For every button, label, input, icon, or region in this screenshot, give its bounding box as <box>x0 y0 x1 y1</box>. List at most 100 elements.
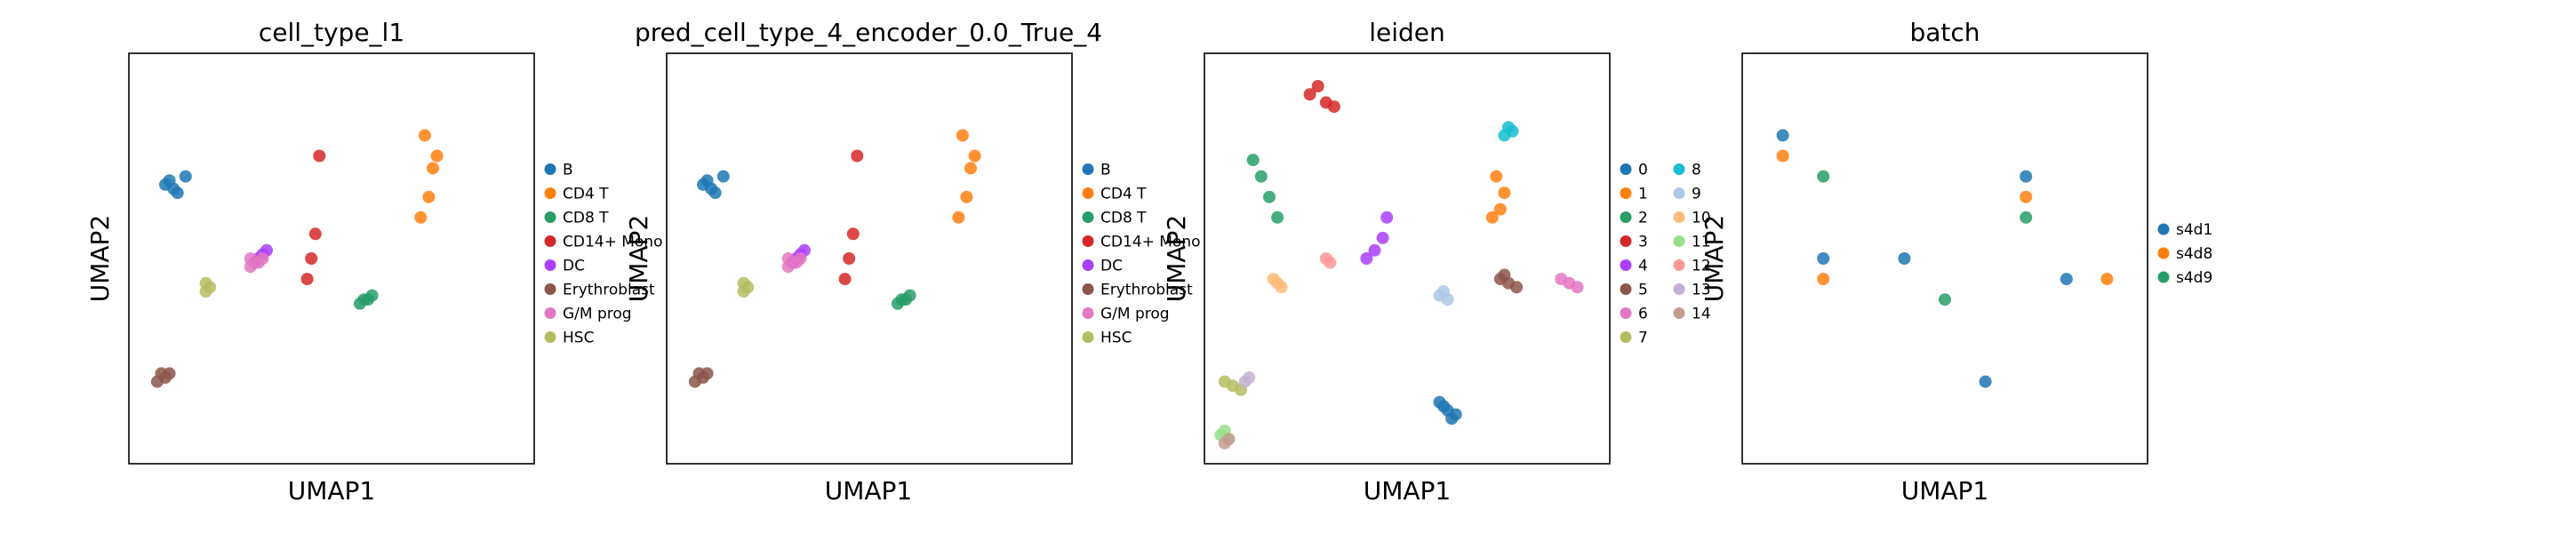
scatter-point-s4d9 <box>1817 170 1830 183</box>
legend-marker <box>1673 211 1685 223</box>
legend: s4d1 s4d8 s4d9 <box>2157 221 2212 287</box>
scatter-point-2 <box>1271 211 1284 224</box>
legend-label: CD4 T <box>563 186 609 203</box>
scatter-point-cd8-t <box>900 293 912 306</box>
legend-marker <box>1673 259 1685 271</box>
plot-frame <box>1741 52 2148 465</box>
legend-marker <box>1673 283 1685 295</box>
scatter-point-1 <box>1498 187 1511 200</box>
scatter-point-4 <box>1376 231 1389 244</box>
legend-marker <box>1082 187 1094 199</box>
scatter-point-cd4-t <box>968 149 981 163</box>
legend-label: B <box>563 162 573 179</box>
legend-marker <box>1082 235 1094 247</box>
scatter-point-cd14-mono <box>843 252 856 265</box>
legend-marker <box>544 307 556 319</box>
scatter-point-s4d1 <box>1979 375 1992 388</box>
panel-title: batch <box>1909 18 1980 47</box>
legend-label: G/M prog <box>563 306 632 323</box>
legend-marker <box>1620 259 1632 271</box>
scatter-point-hsc <box>737 276 750 290</box>
scatter-point-cd4-t <box>418 129 431 142</box>
legend-marker <box>544 331 556 343</box>
legend-marker <box>1082 331 1094 343</box>
legend-label: s4d9 <box>2176 269 2212 287</box>
legend-label: 14 <box>1692 306 1711 323</box>
legend-label: 5 <box>1638 282 1648 299</box>
legend-marker <box>1082 259 1094 271</box>
legend: B CD4 T CD8 T CD14+ Mono DC Erythroblast G/M p… <box>544 162 662 347</box>
scatter-point-cd14-mono <box>313 149 326 163</box>
scatter-point-cd4-t <box>960 190 973 203</box>
legend-marker <box>1082 211 1094 223</box>
panel-title: cell_type_l1 <box>259 18 404 47</box>
legend-marker <box>544 211 556 223</box>
scatter-point-5 <box>1498 268 1511 282</box>
legend-label: CD14+ Mono <box>563 234 662 251</box>
scatter-point-cd14-mono <box>308 227 322 241</box>
legend-label: 10 <box>1692 210 1711 227</box>
panel-pred-cell-type: pred_cell_type_4_encoder_0.0_True_4 UMAP… <box>624 18 1200 505</box>
legend-label: DC <box>1100 258 1123 275</box>
legend-label: 11 <box>1692 234 1711 251</box>
y-axis-label: UMAP2 <box>1162 215 1191 303</box>
scatter-point-8 <box>1506 124 1519 138</box>
scatter-point-b <box>705 182 718 195</box>
scatter-point-cd8-t <box>362 293 374 306</box>
legend-label: 9 <box>1692 186 1701 203</box>
scatter-point-s4d9 <box>2020 211 2033 224</box>
plot-frame <box>666 52 1073 465</box>
plot-frame <box>128 52 535 465</box>
scatter-point-s4d1 <box>2020 170 2033 183</box>
scatter-point-12 <box>1324 256 1337 269</box>
legend-marker <box>544 163 556 175</box>
panel-cell-type-l1: cell_type_l1 UMAP1 UMAP2 B CD4 T CD8 T CD14… <box>85 18 662 505</box>
scatter-point-cd14-mono <box>851 149 864 163</box>
scatter-point-2 <box>1263 190 1276 203</box>
legend-marker <box>1673 307 1685 319</box>
legend-label: 4 <box>1638 258 1648 275</box>
scatter-point-b <box>716 170 730 183</box>
scatter-point-10 <box>1275 281 1288 294</box>
scatter-point-4 <box>1360 252 1373 265</box>
legend-marker <box>1620 211 1632 223</box>
scatter-point-cd4-t <box>422 190 436 203</box>
legend-label: CD4 T <box>1100 186 1147 203</box>
legend-marker <box>1620 235 1632 247</box>
scatter-point-g-m-prog <box>781 252 795 265</box>
legend-label: CD14+ Mono <box>1100 234 1200 251</box>
legend-label: s4d8 <box>2176 245 2212 263</box>
scatter-point-g-m-prog <box>794 252 807 265</box>
legend-label: HSC <box>1100 330 1132 347</box>
legend-label: 1 <box>1638 186 1648 203</box>
legend-label: 0 <box>1638 162 1648 179</box>
legend-marker <box>1620 187 1632 199</box>
legend-marker <box>1620 163 1632 175</box>
scatter-point-s4d1 <box>1817 252 1830 265</box>
legend-marker <box>2157 223 2170 235</box>
legend-label: G/M prog <box>1100 306 1170 323</box>
legend-marker <box>2157 247 2170 259</box>
scatter-points <box>1776 129 2114 388</box>
scatter-points <box>150 129 444 388</box>
legend-marker <box>544 235 556 247</box>
x-axis-label: UMAP1 <box>288 476 376 505</box>
x-axis-label: UMAP1 <box>1901 476 1989 505</box>
legend-label: 12 <box>1692 258 1711 275</box>
legend-label: 8 <box>1692 162 1701 179</box>
scatter-point-2 <box>1254 170 1268 183</box>
y-axis-label: UMAP2 <box>85 215 115 303</box>
x-axis-label: UMAP1 <box>1364 476 1452 505</box>
panel-title: leiden <box>1369 18 1445 47</box>
y-axis-label: UMAP2 <box>1700 215 1729 303</box>
plot-frame <box>1204 52 1611 465</box>
scatter-point-5 <box>1510 281 1524 294</box>
scatter-point-13 <box>1243 371 1256 384</box>
scatter-point-s4d8 <box>2020 190 2033 203</box>
legend-label: 3 <box>1638 234 1648 251</box>
scatter-point-1 <box>1490 170 1503 183</box>
scatter-point-hsc <box>199 276 212 290</box>
scatter-point-3 <box>1311 80 1324 92</box>
